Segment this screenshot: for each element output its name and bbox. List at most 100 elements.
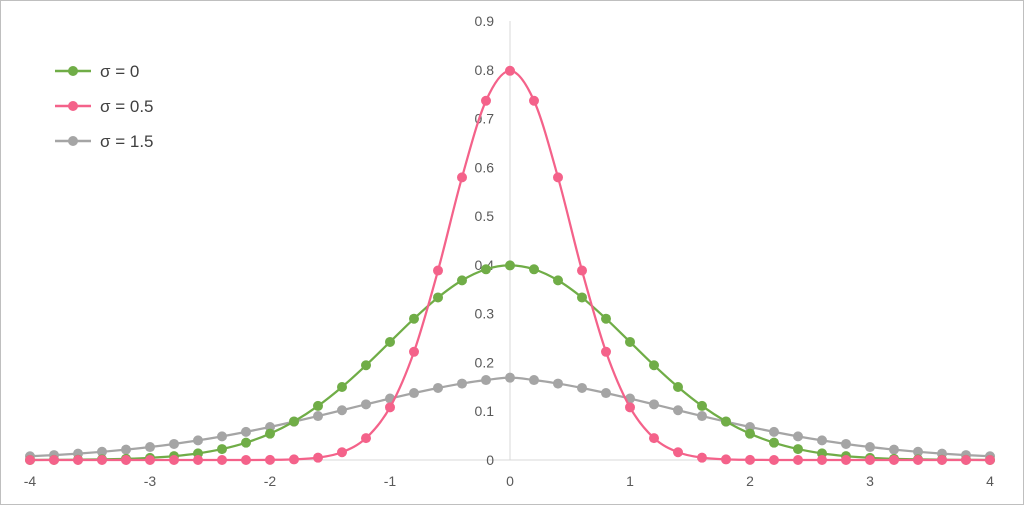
data-point xyxy=(481,375,491,386)
data-point xyxy=(673,381,683,392)
legend-label: σ = 1.5 xyxy=(100,132,154,151)
data-point xyxy=(505,372,515,383)
data-point xyxy=(649,433,659,444)
data-point xyxy=(289,416,299,427)
data-point xyxy=(241,426,251,437)
legend-marker xyxy=(68,101,78,111)
x-tick-label: 0 xyxy=(506,473,514,489)
data-point xyxy=(625,336,635,347)
x-tick-label: -1 xyxy=(384,473,397,489)
x-tick-label: 4 xyxy=(986,473,994,489)
x-tick-label: -3 xyxy=(144,473,157,489)
data-point xyxy=(265,454,275,465)
axes-layer: -4-3-2-10123400.10.20.30.40.50.60.70.80.… xyxy=(24,13,994,489)
data-point xyxy=(145,442,155,453)
data-point xyxy=(337,447,347,458)
data-point xyxy=(529,375,539,386)
data-point xyxy=(697,411,707,422)
data-point xyxy=(793,444,803,455)
data-point xyxy=(385,336,395,347)
legend-item: σ = 0.5 xyxy=(55,97,154,116)
data-point xyxy=(409,388,419,399)
data-point xyxy=(409,346,419,357)
data-point xyxy=(625,402,635,413)
data-point xyxy=(841,438,851,449)
y-tick-label: 0.5 xyxy=(475,208,495,224)
data-point xyxy=(457,172,467,183)
data-point xyxy=(889,455,899,465)
x-tick-label: 2 xyxy=(746,473,754,489)
data-point xyxy=(649,360,659,371)
data-point xyxy=(217,444,227,455)
y-tick-label: 0.8 xyxy=(475,62,495,78)
data-point xyxy=(433,265,443,276)
data-point xyxy=(889,444,899,455)
data-point xyxy=(265,428,275,439)
data-point xyxy=(745,454,755,465)
data-point xyxy=(745,428,755,439)
data-point xyxy=(841,455,851,465)
data-point xyxy=(697,400,707,411)
data-point xyxy=(769,437,779,448)
data-point xyxy=(769,426,779,437)
data-point xyxy=(49,455,59,465)
data-point xyxy=(169,438,179,449)
data-point xyxy=(361,360,371,371)
data-point xyxy=(529,95,539,106)
data-point xyxy=(865,455,875,465)
data-point xyxy=(121,444,131,455)
data-point xyxy=(817,435,827,446)
y-tick-label: 0.6 xyxy=(475,159,495,175)
data-point xyxy=(553,378,563,389)
data-point xyxy=(793,455,803,465)
x-tick-label: 1 xyxy=(626,473,634,489)
data-point xyxy=(529,264,539,275)
y-tick-label: 0 xyxy=(486,452,494,468)
y-tick-label: 0.3 xyxy=(475,306,495,322)
data-point xyxy=(289,454,299,465)
y-tick-label: 0.2 xyxy=(475,354,495,370)
data-point xyxy=(481,95,491,106)
data-point xyxy=(673,447,683,458)
legend-marker xyxy=(68,66,78,76)
data-point xyxy=(793,431,803,442)
data-point xyxy=(193,435,203,446)
x-tick-label: -4 xyxy=(24,473,37,489)
legend-label: σ = 0.5 xyxy=(100,97,154,116)
data-point xyxy=(361,399,371,410)
data-point xyxy=(409,313,419,324)
data-point xyxy=(505,260,515,271)
data-point xyxy=(649,399,659,410)
data-point xyxy=(97,455,107,465)
data-point xyxy=(313,411,323,422)
data-point xyxy=(169,455,179,465)
data-point xyxy=(697,452,707,463)
data-point xyxy=(769,455,779,465)
data-point xyxy=(337,405,347,416)
y-tick-label: 0.1 xyxy=(475,403,495,419)
data-point xyxy=(241,455,251,465)
data-point xyxy=(73,455,83,465)
data-point xyxy=(985,455,995,465)
data-point xyxy=(481,264,491,275)
data-point xyxy=(577,292,587,303)
data-point xyxy=(577,382,587,393)
data-point xyxy=(361,433,371,444)
data-point xyxy=(121,455,131,465)
data-point xyxy=(145,455,155,465)
data-point xyxy=(817,455,827,465)
data-point xyxy=(553,275,563,286)
data-point xyxy=(97,446,107,457)
data-point xyxy=(721,416,731,427)
data-point xyxy=(385,402,395,413)
data-point xyxy=(337,381,347,392)
data-point xyxy=(217,455,227,465)
data-point xyxy=(673,405,683,416)
data-point xyxy=(937,455,947,465)
y-tick-label: 0.7 xyxy=(475,111,495,127)
data-point xyxy=(457,378,467,389)
data-point xyxy=(241,437,251,448)
x-tick-label: 3 xyxy=(866,473,874,489)
x-tick-label: -2 xyxy=(264,473,277,489)
